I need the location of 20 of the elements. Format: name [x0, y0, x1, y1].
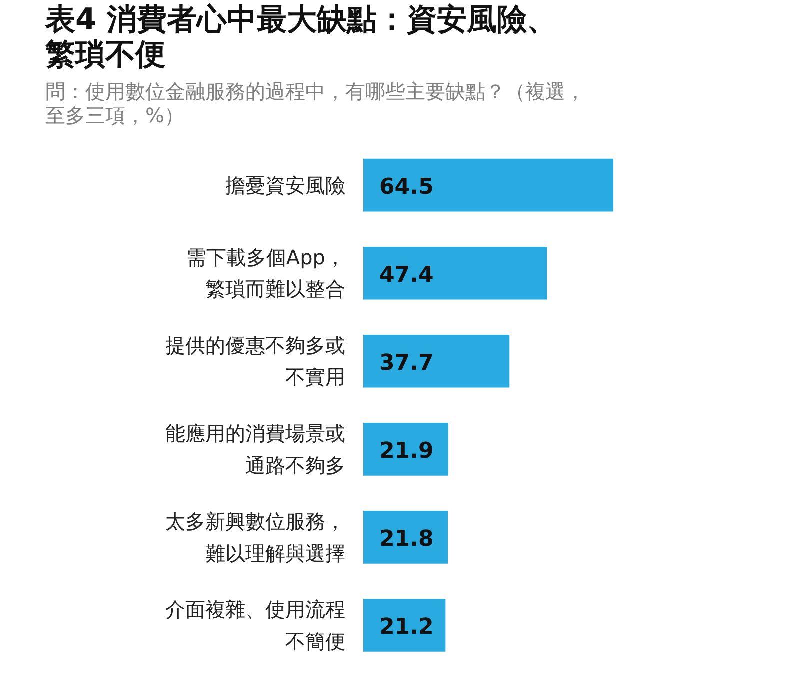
data-label: 21.9	[380, 438, 434, 464]
data-label: 47.4	[380, 262, 434, 288]
bar	[364, 511, 448, 564]
y-tick-label: 介面複雜、使用流程不簡便	[166, 598, 346, 654]
bar	[364, 158, 614, 212]
data-label: 37.7	[380, 350, 434, 376]
y-tick-label: 提供的優惠不夠多或不實用	[166, 334, 346, 390]
data-label: 64.5	[380, 174, 434, 200]
data-label: 21.2	[380, 614, 434, 640]
bar	[364, 334, 510, 388]
chart-title: 表4 消費者心中最大缺點：資安風險、繁瑣不便	[44, 2, 557, 72]
y-tick-label: 能應用的消費場景或通路不夠多	[166, 422, 346, 478]
bar	[364, 423, 448, 476]
data-label: 21.8	[380, 526, 434, 552]
chart-subtitle: 問：使用數位金融服務的過程中，有哪些主要缺點？（複選，至多三項，%）	[46, 80, 586, 128]
y-tick-label: 擔憂資安風險	[226, 173, 346, 198]
bar	[364, 246, 548, 300]
y-tick-label: 太多新興數位服務，難以理解與選擇	[166, 510, 346, 566]
bar	[364, 599, 446, 652]
y-tick-label: 需下載多個App，繁瑣而難以整合	[186, 246, 346, 302]
